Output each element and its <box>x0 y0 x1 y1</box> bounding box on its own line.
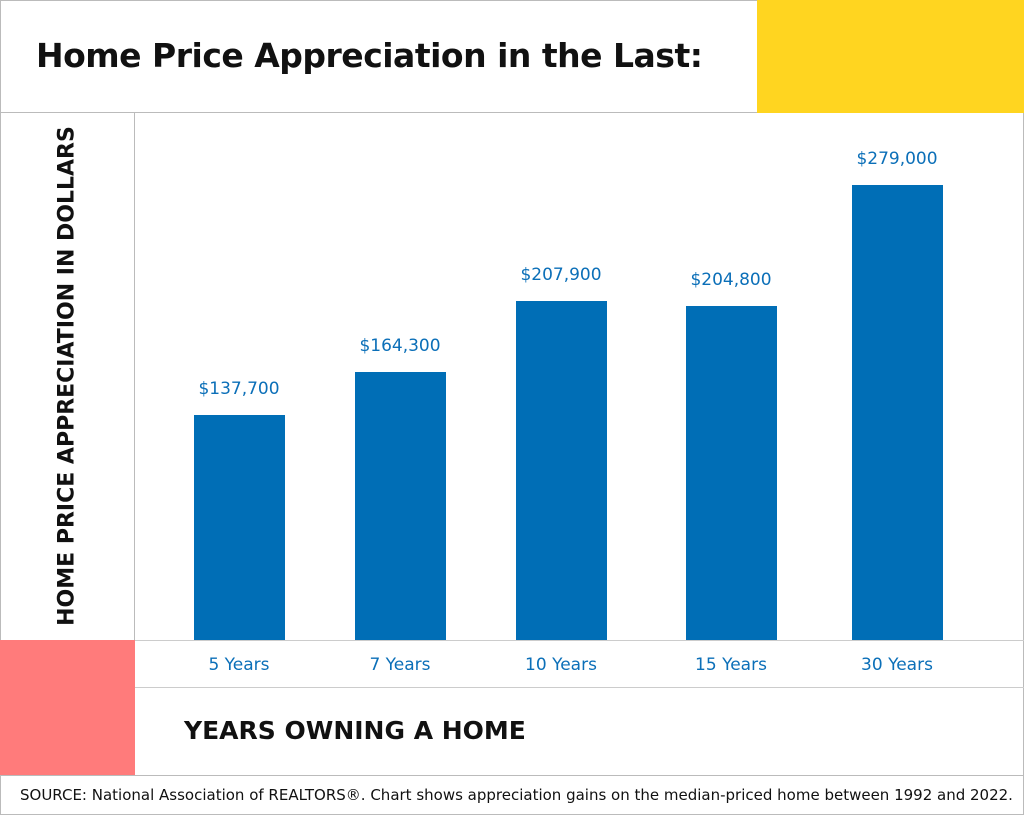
pink-accent-block <box>0 640 135 775</box>
y-axis-label: HOME PRICE APPRECIATION IN DOLLARS <box>54 126 80 626</box>
data-label: $164,300 <box>359 336 441 357</box>
x-tick-label: 7 Years <box>369 655 431 675</box>
yellow-accent-block <box>757 0 1024 113</box>
bar-1 <box>193 415 285 640</box>
y-axis-column <box>0 113 135 640</box>
x-tick-label: 10 Years <box>525 655 597 675</box>
x-tick-label: 15 Years <box>695 655 767 675</box>
data-label: $207,900 <box>520 264 602 285</box>
x-tick-label: 30 Years <box>861 655 933 675</box>
data-label: $279,000 <box>856 149 938 169</box>
x-tick-label: 5 Years <box>208 655 270 675</box>
source-row <box>0 775 1024 815</box>
data-label: $137,700 <box>198 379 280 400</box>
category-row <box>135 640 1024 688</box>
data-label: $204,800 <box>690 270 772 290</box>
chart-title: Home Price Appreciation in the Last: <box>36 36 703 75</box>
x-axis-label: YEARS OWNING A HOME <box>184 716 526 745</box>
title-band <box>0 0 1024 113</box>
bar-2 <box>354 372 446 640</box>
bar-4 <box>685 306 777 640</box>
bar-5 <box>851 185 943 640</box>
source-note: SOURCE: National Association of REALTORS… <box>20 786 1013 804</box>
bar-3 <box>515 300 607 640</box>
